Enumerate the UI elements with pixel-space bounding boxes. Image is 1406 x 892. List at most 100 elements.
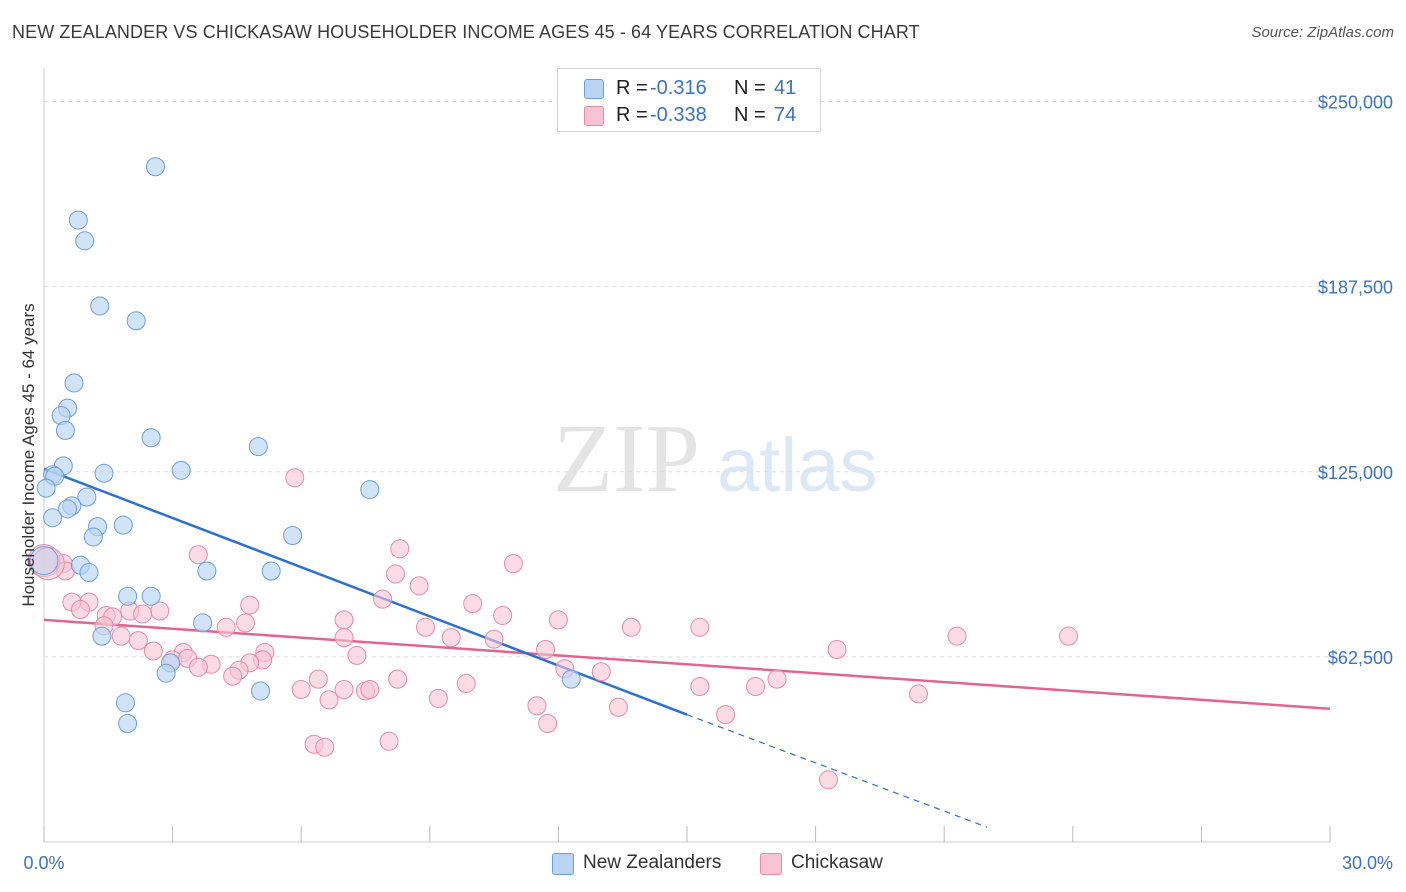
- new-zealanders-point: [36, 478, 56, 498]
- chickasaw-point: [223, 666, 243, 686]
- new-zealanders-point: [261, 561, 281, 581]
- chart-title: NEW ZEALANDER VS CHICKASAW HOUSEHOLDER I…: [12, 22, 920, 42]
- legend-row-new-zealanders: R = -0.316 N = 41: [558, 75, 820, 101]
- source-label: Source: ZipAtlas.com: [1251, 24, 1394, 41]
- new-zealanders-point: [561, 669, 581, 689]
- chickasaw-point: [716, 705, 736, 725]
- new-zealanders-point: [94, 463, 114, 483]
- watermark-atlas: atlas: [717, 423, 878, 508]
- new-zealanders-point: [77, 487, 97, 507]
- new-zealanders-point: [360, 480, 380, 500]
- new-zealanders-point: [75, 231, 95, 251]
- new-zealanders-point: [115, 693, 135, 713]
- chickasaw-point: [334, 628, 354, 648]
- new-zealanders-point: [29, 546, 59, 576]
- legend-r-label: R =: [616, 104, 648, 126]
- chickasaw-point: [409, 576, 429, 596]
- chickasaw-point: [291, 679, 311, 699]
- chickasaw-point: [827, 640, 847, 659]
- x-tick-label: 30.0%: [1342, 853, 1393, 873]
- trendlines: [43, 467, 1331, 828]
- correlation-legend: R = -0.316 N = 41 R = -0.338 N = 74: [557, 68, 821, 132]
- new-zealanders-point: [145, 157, 165, 177]
- new-zealanders-point: [55, 420, 75, 440]
- chickasaw-point: [188, 657, 208, 677]
- new-zealanders-point: [83, 527, 103, 547]
- y-axis-label: Householder Income Ages 45 - 64 years: [19, 303, 38, 606]
- chickasaw-point: [386, 564, 406, 584]
- new-zealanders-point: [118, 586, 138, 606]
- x-tick-label: 0.0%: [23, 853, 64, 873]
- legend-swatch-chickasaw: [584, 106, 604, 126]
- legend-r-value: -0.338: [650, 104, 707, 126]
- chickasaw-point: [111, 626, 131, 646]
- y-tick-labels: $62,500 $125,000 $187,500 $250,000: [1318, 93, 1393, 668]
- legend-n-label: N =: [734, 104, 766, 126]
- chickasaw-point: [484, 629, 504, 649]
- new-zealanders-point: [64, 373, 84, 393]
- new-zealanders-point: [113, 515, 133, 535]
- chickasaw-point: [591, 662, 611, 682]
- new-zealanders-trendline-extension: [686, 714, 988, 828]
- chickasaw-point: [143, 641, 163, 661]
- chickasaw-point: [463, 594, 483, 614]
- chickasaw-point: [235, 613, 255, 633]
- bottom-legend-label-new-zealanders: New Zealanders: [583, 852, 722, 873]
- new-zealanders-point: [250, 681, 270, 701]
- chickasaw-point: [334, 679, 354, 699]
- y-tick-label: $250,000: [1318, 93, 1393, 113]
- chickasaw-point: [70, 600, 90, 620]
- chickasaw-point: [690, 677, 710, 697]
- chickasaw-point: [947, 626, 967, 646]
- new-zealanders-point: [43, 508, 63, 528]
- chickasaw-point: [416, 617, 436, 637]
- chickasaw-point: [347, 645, 367, 665]
- chickasaw-point: [503, 554, 523, 574]
- chickasaw-point: [527, 696, 547, 716]
- chickasaw-point: [456, 674, 476, 694]
- chickasaw-point: [240, 595, 260, 615]
- new-zealanders-point: [58, 499, 78, 519]
- new-zealanders-point: [156, 663, 176, 683]
- grid: [44, 101, 1395, 658]
- chickasaw-point: [216, 617, 236, 637]
- chickasaw-point: [390, 539, 410, 559]
- new-zealanders-trendline: [43, 467, 688, 716]
- legend-row-chickasaw: R = -0.338 N = 74: [558, 102, 820, 128]
- y-tick-label: $125,000: [1318, 463, 1393, 483]
- chickasaw-point: [608, 697, 628, 717]
- chickasaw-point: [373, 589, 393, 609]
- new-zealanders-point: [141, 428, 161, 448]
- chickasaw-point: [133, 604, 153, 624]
- watermark-zip: ZIP: [553, 405, 700, 513]
- legend-r-label: R =: [616, 77, 648, 99]
- chickasaw-point: [746, 677, 766, 697]
- chickasaw-point: [360, 679, 380, 699]
- new-zealanders-point: [92, 626, 112, 646]
- new-zealanders-point: [68, 210, 88, 230]
- chickasaw-point: [621, 617, 641, 637]
- chickasaw-points: [27, 468, 1079, 790]
- chickasaw-point: [315, 737, 335, 757]
- new-zealanders-point: [118, 714, 138, 734]
- legend-n-value: 74: [774, 104, 797, 126]
- bottom-legend-label-chickasaw: Chickasaw: [791, 852, 883, 873]
- new-zealanders-point: [171, 460, 191, 480]
- new-zealanders-point: [126, 311, 146, 331]
- new-zealanders-point: [90, 296, 110, 316]
- chickasaw-point: [690, 617, 710, 637]
- chickasaw-point: [441, 628, 461, 648]
- x-tick-labels: 0.0% 30.0%: [23, 853, 1393, 873]
- chickasaw-point: [379, 731, 399, 751]
- chickasaw-point: [908, 684, 928, 704]
- chickasaw-point: [548, 610, 568, 630]
- legend-swatch-new-zealanders: [584, 79, 604, 99]
- chickasaw-point: [818, 770, 838, 790]
- chickasaw-point: [188, 545, 208, 565]
- new-zealanders-points: [29, 157, 581, 734]
- chickasaw-point: [493, 605, 513, 625]
- axes: [43, 68, 1331, 843]
- chickasaw-point: [334, 610, 354, 630]
- watermark: ZIP atlas: [553, 405, 878, 513]
